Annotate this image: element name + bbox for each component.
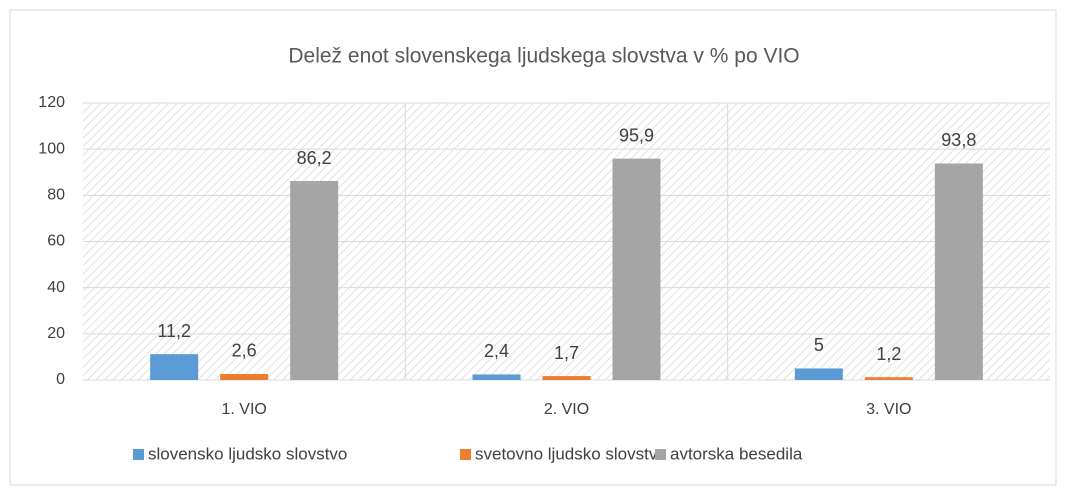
legend-label: svetovno ljudsko slovstvo	[475, 444, 667, 463]
bar	[542, 376, 591, 380]
chart-title: Delež enot slovenskega ljudskega slovstv…	[288, 45, 799, 68]
y-tick-label: 0	[56, 371, 65, 388]
y-tick-label: 80	[47, 187, 65, 204]
y-tick-label: 40	[47, 279, 65, 296]
value-label: 1,2	[876, 344, 901, 364]
y-tick-label: 20	[47, 325, 65, 342]
y-tick-label: 100	[38, 140, 65, 157]
legend-label: avtorska besedila	[670, 444, 803, 463]
value-label: 1,7	[554, 343, 579, 363]
legend-label: slovensko ljudsko slovstvo	[148, 444, 347, 463]
value-label: 5	[814, 335, 824, 355]
bar	[864, 377, 913, 380]
value-label: 2,6	[232, 341, 257, 361]
bar	[612, 158, 661, 380]
legend-swatch	[655, 449, 666, 460]
value-label: 95,9	[619, 125, 654, 145]
bar	[472, 374, 521, 380]
bar	[150, 354, 199, 380]
legend-swatch	[133, 449, 144, 460]
value-label: 86,2	[297, 148, 332, 168]
bar	[794, 368, 843, 380]
value-label: 93,8	[941, 130, 976, 150]
y-tick-label: 120	[38, 94, 65, 111]
x-tick-label: 1. VIO	[221, 401, 266, 418]
legend-swatch	[460, 449, 471, 460]
bar	[290, 181, 339, 380]
y-tick-label: 60	[47, 233, 65, 250]
x-tick-label: 2. VIO	[544, 401, 589, 418]
bar	[934, 163, 983, 380]
value-label: 11,2	[157, 321, 191, 341]
value-label: 2,4	[484, 341, 509, 361]
bar	[220, 373, 269, 380]
x-tick-label: 3. VIO	[866, 401, 911, 418]
